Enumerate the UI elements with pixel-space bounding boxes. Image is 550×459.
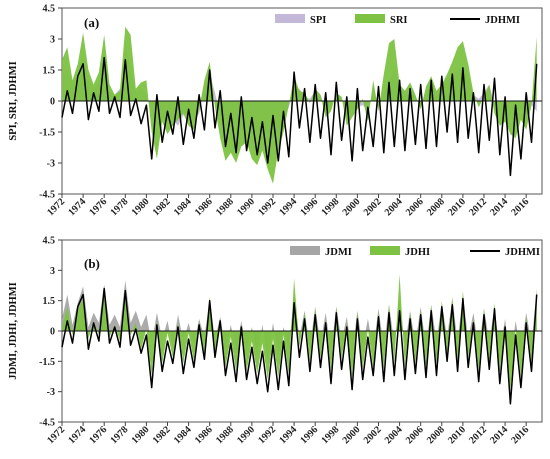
panel-label-b: (b) — [84, 256, 100, 271]
x-tick-label: 2006 — [404, 196, 426, 218]
x-tick-label: 2006 — [404, 424, 426, 446]
y-tick-label: 0 — [50, 97, 55, 108]
x-tick-label: 2014 — [488, 424, 510, 446]
legend-label-jdhmi: JDHMI — [505, 247, 540, 258]
x-tick-label: 2010 — [446, 196, 468, 218]
x-tick-label: 2002 — [362, 424, 384, 446]
x-tick-label: 1976 — [87, 196, 109, 218]
y-tick-label: -4.5 — [39, 418, 55, 429]
y-tick-label: 3 — [50, 266, 55, 277]
series-jdhmi-line-a — [61, 56, 538, 177]
x-ticks-b: 1972 1974 1976 1978 1980 1982 1984 1986 1988 1990… — [45, 422, 531, 446]
series-layer-a — [61, 26, 538, 184]
series-sri-area-a — [62, 26, 537, 184]
legend-label-jdmi: JDMI — [325, 247, 352, 258]
legend-swatch-jdmi — [290, 246, 320, 255]
panel-b: 4.5 3 1.5 0 -1.5 -3 -4.5 1972 1974 1976 1978 1980 1… — [8, 236, 543, 446]
y-axis-title-b: JDMI, JDHI, JDHMI — [8, 282, 19, 379]
x-tick-label: 1974 — [66, 424, 88, 446]
x-tick-label: 1988 — [214, 196, 236, 218]
x-tick-label: 2004 — [383, 424, 405, 446]
x-tick-label: 1998 — [319, 196, 341, 218]
series-jdhi-area-b — [62, 274, 537, 392]
x-tick-label: 1976 — [87, 424, 109, 446]
x-tick-label: 2008 — [425, 196, 447, 218]
x-tick-label: 1978 — [108, 424, 130, 446]
y-ticks-b: 4.5 3 1.5 0 -1.5 -3 -4.5 — [39, 236, 62, 429]
y-ticks-a: 4.5 3 1.5 0 -1.5 -3 -4.5 — [39, 4, 62, 201]
x-tick-label: 2012 — [467, 196, 489, 218]
x-tick-label: 1980 — [130, 424, 152, 446]
x-tick-label: 1980 — [130, 196, 152, 218]
x-tick-label: 2004 — [383, 196, 405, 218]
x-tick-label: 1974 — [66, 196, 88, 218]
x-tick-label: 1996 — [298, 196, 320, 218]
y-tick-label: 3 — [50, 35, 55, 46]
y-tick-label: -1.5 — [39, 357, 55, 368]
x-tick-label: 1992 — [256, 424, 278, 446]
legend-label-jdhi: JDHI — [405, 247, 430, 258]
x-tick-label: 1998 — [319, 424, 341, 446]
panel-label-a: (a) — [84, 15, 99, 30]
y-tick-label: -3 — [47, 387, 55, 398]
x-tick-label: 1988 — [214, 424, 236, 446]
x-tick-label: 2000 — [341, 424, 363, 446]
x-tick-label: 2016 — [509, 424, 531, 446]
x-tick-label: 2008 — [425, 424, 447, 446]
x-tick-label: 2016 — [509, 196, 531, 218]
x-tick-label: 2014 — [488, 196, 510, 218]
x-ticks-a: 1972 1974 1976 1978 1980 1982 1984 1986 1988 1990… — [45, 194, 531, 218]
x-tick-label: 2012 — [467, 424, 489, 446]
x-tick-label: 2000 — [341, 196, 363, 218]
x-tick-label: 1986 — [193, 424, 215, 446]
y-axis-title-a: SPI, SRI, JDHMI — [8, 61, 19, 140]
x-tick-label: 1996 — [298, 424, 320, 446]
panel-a: 4.5 3 1.5 0 -1.5 -3 -4.5 1972 1974 1976 1978 1980 1… — [8, 4, 543, 218]
y-tick-label: -1.5 — [39, 128, 55, 139]
y-tick-label: 1.5 — [43, 296, 56, 307]
series-layer-b — [61, 274, 538, 405]
x-tick-label: 1992 — [256, 196, 278, 218]
x-tick-label: 1982 — [151, 424, 173, 446]
x-tick-label: 1994 — [277, 424, 299, 446]
y-tick-label: -3 — [47, 159, 55, 170]
legend-label-spi: SPI — [310, 15, 326, 26]
y-tick-label: 0 — [50, 327, 55, 338]
x-tick-label: 2010 — [446, 424, 468, 446]
x-tick-label: 1982 — [151, 196, 173, 218]
legend-swatch-sri — [355, 14, 385, 23]
legend-a: SPI SRI JDHMI — [275, 14, 520, 26]
x-tick-label: 1986 — [193, 196, 215, 218]
x-tick-label: 1990 — [235, 424, 257, 446]
x-tick-label: 1984 — [172, 196, 194, 218]
x-tick-label: 1978 — [108, 196, 130, 218]
x-tick-label: 2002 — [362, 196, 384, 218]
x-tick-label: 1990 — [235, 196, 257, 218]
y-tick-label: 1.5 — [43, 66, 56, 77]
x-tick-label: 1984 — [172, 424, 194, 446]
x-tick-label: 1994 — [277, 196, 299, 218]
legend-b: JDMI JDHI JDHMI — [290, 246, 540, 258]
y-tick-label: 4.5 — [43, 4, 56, 15]
y-tick-label: 4.5 — [43, 236, 56, 247]
series-jdhmi-line-b — [61, 287, 538, 405]
legend-swatch-spi — [275, 14, 305, 23]
y-tick-label: -4.5 — [39, 190, 55, 201]
legend-label-jdhmi: JDHMI — [485, 15, 520, 26]
legend-swatch-jdhi — [370, 246, 400, 255]
legend-label-sri: SRI — [390, 15, 408, 26]
